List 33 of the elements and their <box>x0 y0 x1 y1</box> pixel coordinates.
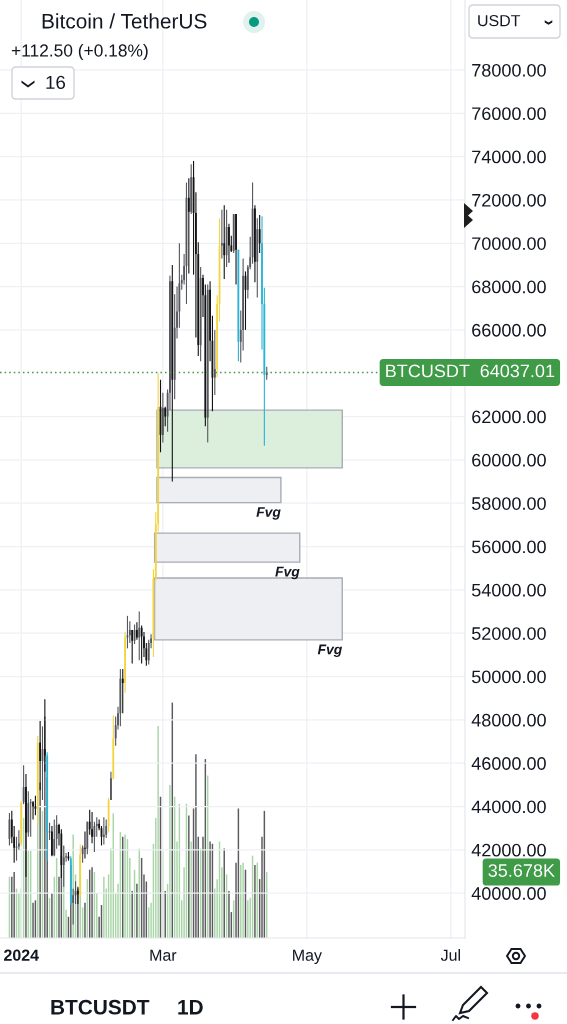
y-tick-label: 58000.00 <box>471 497 546 510</box>
y-tick-label: 70000.00 <box>472 237 546 250</box>
y-tick-label: 48000.00 <box>471 713 546 727</box>
y-tick-label: 44000.00 <box>471 800 546 814</box>
x-tick-label: 2024 <box>4 949 39 961</box>
y-tick-label: 50000.00 <box>471 670 546 684</box>
y-tick-label: 54000.00 <box>471 583 546 597</box>
y-tick-label: 60000.00 <box>472 453 546 467</box>
y-tick-label: 62000.00 <box>472 410 546 424</box>
y-tick-label: 56000.00 <box>471 540 546 554</box>
text: Bitcoin / TetherUS <box>42 13 207 29</box>
annotation: Fvg <box>275 566 300 580</box>
y-tick-label: 68000.00 <box>472 280 546 294</box>
y-tick-label: 42000.00 <box>471 843 546 857</box>
y-tick-label: 40000.00 <box>471 887 546 900</box>
y-tick-label: 66000.00 <box>472 323 546 337</box>
x-tick-label: Jul <box>440 949 460 961</box>
x-tick-label: Mar <box>150 949 177 961</box>
x-tick-label: May <box>293 949 322 964</box>
y-tick-label: 78000.00 <box>472 63 546 77</box>
y-tick-label: 74000.00 <box>472 150 546 164</box>
annotation: 16 <box>46 75 66 90</box>
text: BTCUSDT <box>51 999 150 1015</box>
text: 1D <box>178 1000 203 1015</box>
y-tick-label: 72000.00 <box>472 193 546 207</box>
annotation: Fvg <box>256 507 281 520</box>
y-tick-label: 76000.00 <box>472 107 546 121</box>
y-tick-label: 52000.00 <box>471 627 546 640</box>
annotation: Fvg <box>317 644 343 658</box>
text: USDT <box>478 14 521 27</box>
text: +112.50 (+0.18%) <box>11 43 148 61</box>
y-tick-label: 46000.00 <box>471 757 546 770</box>
ref-line-label: BTCUSDT 64037.01 <box>386 364 555 378</box>
